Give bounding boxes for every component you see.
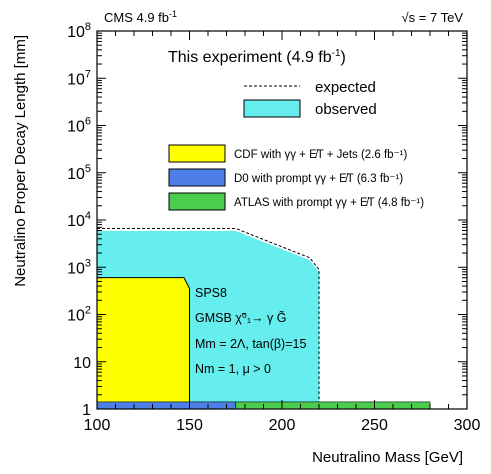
legend-expected-label: expected (315, 79, 376, 96)
x-tick-label: 300 (454, 417, 481, 434)
annotation-messenger-mass: Mm = 2Λ, tan(β)=15 (195, 337, 306, 351)
legend-atlas-label: ATLAS with prompt γγ + E̸T (4.8 fb⁻¹) (234, 197, 424, 209)
x-axis-label: Neutralino Mass [GeV] (312, 449, 463, 466)
header-right: √s = 7 TeV (402, 10, 464, 25)
x-tick-label: 250 (361, 417, 388, 434)
legend-d0-label: D0 with prompt γγ + E̸T (6.3 fb⁻¹) (234, 173, 403, 185)
annotation-decay: GMSB χ̃⁰₁→ γ G̃ (195, 310, 287, 325)
legend-atlas-swatch (168, 192, 226, 211)
header-left: CMS 4.9 fb-1 (104, 9, 177, 25)
annotation-model: SPS8 (195, 286, 227, 300)
y-tick-labels: 1 10 102 103 104 105 106 107 108 (67, 21, 91, 419)
d0-region (96, 401, 237, 410)
y-tick-label: 10 (73, 355, 91, 372)
y-axis-label: Neutralino Proper Decay Length [mm] (12, 35, 29, 287)
y-tick-label: 107 (67, 68, 91, 88)
y-tick-label: 105 (67, 163, 91, 183)
y-tick-label: 104 (67, 210, 91, 230)
x-tick-labels: 100 150 200 250 300 (84, 417, 481, 434)
y-tick-label: 103 (67, 257, 91, 277)
legend-title: This experiment (4.9 fb-1) (168, 48, 346, 66)
y-tick-label: 1 (82, 402, 91, 419)
axis-ticks (96, 31, 468, 410)
legend-d0-swatch (168, 168, 226, 187)
expected-line (97, 228, 320, 409)
y-tick-label: 102 (67, 305, 91, 325)
legend-cdf-swatch (168, 144, 226, 163)
legend-cdf-label: CDF with γγ + E̸T + Jets (2.6 fb⁻¹) (234, 149, 407, 161)
annotation-messenger-number: Nm = 1, μ > 0 (195, 362, 271, 376)
atlas-region (235, 401, 431, 410)
x-tick-label: 200 (269, 417, 296, 434)
x-tick-label: 150 (176, 417, 203, 434)
y-tick-label: 108 (67, 21, 91, 41)
y-tick-label: 106 (67, 116, 91, 136)
exclusion-regions (96, 228, 431, 410)
cdf-region (96, 277, 190, 410)
legend-observed-label: observed (315, 101, 377, 118)
legend-observed-swatch (243, 99, 301, 118)
x-tick-label: 100 (84, 417, 111, 434)
